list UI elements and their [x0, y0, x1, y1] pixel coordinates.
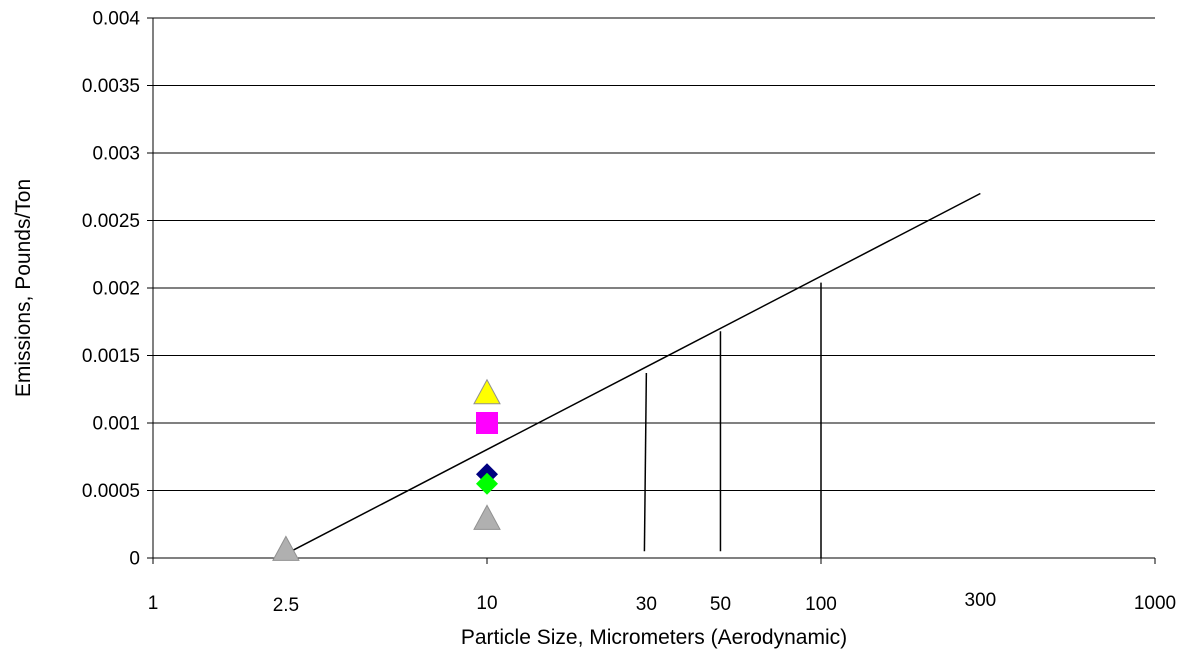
x-axis-title: Particle Size, Micrometers (Aerodynamic) [461, 626, 847, 649]
square-marker [476, 412, 498, 434]
triangle-marker [473, 504, 501, 530]
x-tick-label: 1 [148, 593, 159, 614]
y-tick-label: 0.004 [92, 9, 140, 30]
triangle-marker [473, 378, 501, 405]
x-size-label: 2.5 [273, 595, 299, 616]
x-size-label: 100 [805, 594, 837, 615]
tick-labels: 0 0.0005 0.001 0.0015 0.002 0.0025 0.003 0.0035… [82, 9, 1176, 617]
diamond-marker [476, 472, 498, 495]
y-tick-label: 0.001 [92, 414, 140, 435]
line-layer [285, 192, 981, 558]
fit-line [285, 192, 981, 555]
x-size-label: 50 [710, 594, 731, 615]
x-tick-label: 1000 [1134, 593, 1176, 614]
y-tick-label: 0.002 [92, 279, 140, 300]
y-tick-label: 0.0035 [82, 76, 140, 97]
axes [147, 17, 1156, 564]
x-tick-label: 10 [476, 593, 497, 614]
triangle-marker [272, 535, 300, 561]
y-tick-label: 0.0005 [82, 481, 140, 502]
marker-layer [272, 378, 501, 561]
x-size-label: 30 [636, 594, 657, 615]
y-tick-label: 0 [129, 549, 140, 570]
y-tick-label: 0.003 [92, 144, 140, 165]
x-size-label: 300 [965, 590, 997, 611]
drop-line [643, 373, 648, 552]
y-tick-label: 0.0025 [82, 211, 140, 232]
gridlines [153, 17, 1155, 491]
y-axis-title: Emissions, Pounds/Ton [12, 179, 35, 397]
y-tick-label: 0.0015 [82, 346, 140, 367]
